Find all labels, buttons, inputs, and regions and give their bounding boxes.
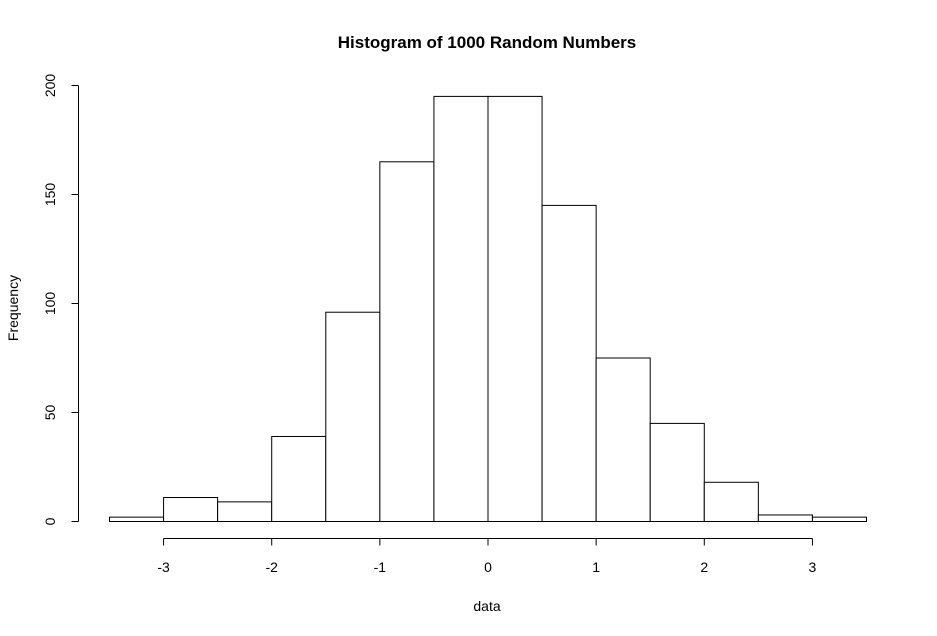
histogram-bar <box>109 516 165 523</box>
y-tick-label: 50 <box>42 405 58 421</box>
histogram-bar <box>379 161 435 523</box>
x-tick-label: -2 <box>265 559 278 575</box>
histogram-bar <box>757 514 813 523</box>
x-tick-label: 0 <box>484 559 492 575</box>
x-tick-label: 3 <box>809 559 817 575</box>
bars-group <box>109 95 868 523</box>
x-axis-label: data <box>473 598 500 614</box>
x-tick-label: 2 <box>700 559 708 575</box>
x-tick-label: -3 <box>157 559 170 575</box>
y-tick-label: 100 <box>42 292 58 316</box>
histogram-bar <box>541 204 597 522</box>
x-tick-label: -1 <box>374 559 387 575</box>
histogram-bar <box>433 95 489 523</box>
histogram-bar <box>217 501 273 523</box>
histogram-bar <box>487 95 543 523</box>
histogram-bar <box>811 516 868 523</box>
histogram-bar <box>595 357 651 522</box>
x-tick-label: 1 <box>592 559 600 575</box>
y-tick-label: 150 <box>42 183 58 207</box>
histogram-bar <box>325 311 381 522</box>
histogram-bar <box>271 435 327 523</box>
histogram-bar <box>163 497 219 522</box>
y-axis-label: Frequency <box>5 275 21 341</box>
histogram-bar <box>703 481 759 523</box>
y-tick-label: 0 <box>42 517 58 525</box>
y-axis: 0 50 100 150 200 <box>42 74 79 525</box>
x-axis: -3 -2 -1 0 1 2 3 <box>157 538 817 575</box>
histogram-bar <box>649 422 705 522</box>
chart-title: Histogram of 1000 Random Numbers <box>338 33 637 52</box>
y-tick-label: 200 <box>42 74 58 98</box>
